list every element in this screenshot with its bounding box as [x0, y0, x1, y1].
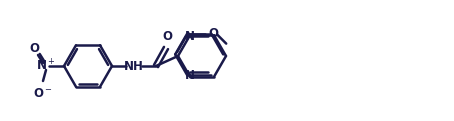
- Text: NH: NH: [124, 60, 144, 72]
- Text: O: O: [162, 30, 172, 43]
- Text: N$^+$: N$^+$: [36, 58, 56, 74]
- Text: N: N: [185, 69, 195, 82]
- Text: N: N: [185, 30, 195, 43]
- Text: O: O: [29, 42, 39, 56]
- Text: O: O: [208, 27, 218, 40]
- Text: O$^-$: O$^-$: [33, 87, 53, 100]
